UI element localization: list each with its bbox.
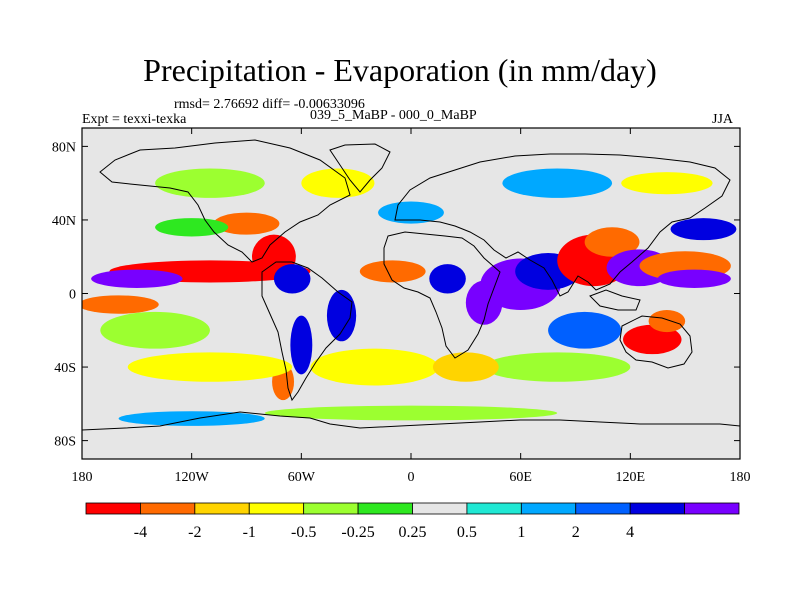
x-tick-label-6: 180 [730, 470, 751, 485]
x-tick-label-3: 0 [408, 470, 415, 485]
anomaly-region-5 [290, 315, 313, 375]
anomaly-region-6 [326, 289, 357, 342]
colorbar-swatch-4 [303, 502, 359, 515]
x-tick-label-5: 120E [616, 470, 646, 485]
anomaly-region-8 [213, 212, 280, 235]
colorbar-swatch-2 [194, 502, 250, 515]
x-tick-label-2: 60W [288, 470, 316, 485]
anomaly-region-14 [359, 260, 426, 283]
anomaly-region-29 [432, 352, 499, 382]
colorbar-label-3: -0.5 [291, 524, 316, 541]
colorbar-label-4: -0.25 [341, 524, 374, 541]
coastline-layer [82, 139, 740, 431]
coastline-greenland [329, 143, 391, 193]
anomaly-region-28 [484, 352, 631, 382]
anomaly-region-23 [657, 269, 731, 288]
colorbar-swatch-6 [412, 502, 468, 515]
y-tick-label-3: 40S [54, 361, 76, 376]
anomaly-region-34 [264, 405, 558, 421]
y-tick-label-4: 80S [54, 435, 76, 450]
y-tick-label-2: 0 [69, 288, 76, 303]
x-tick-label-4: 60E [509, 470, 532, 485]
colorbar-label-0: -4 [134, 524, 147, 541]
anomaly-region-35 [118, 411, 265, 426]
colorbar-label-7: 1 [517, 524, 525, 541]
colorbar-swatch-10 [629, 502, 685, 515]
anomaly-region-1 [91, 269, 183, 288]
experiment-label: Expt = texxi-texka [82, 112, 187, 127]
experiment-subtitle: 039_5_MaBP - 000_0_MaBP [310, 108, 477, 123]
field-layer [82, 128, 740, 459]
colorbar-label-6: 0.5 [457, 524, 477, 541]
anomaly-region-15 [429, 264, 466, 294]
colorbar-swatch-7 [466, 502, 522, 515]
coastline-south-america [261, 261, 353, 402]
y-tick-label-1: 40N [52, 214, 76, 229]
anomaly-region-12 [310, 348, 439, 386]
colorbar-swatch-0 [85, 502, 141, 515]
colorbar-swatch-8 [520, 502, 577, 515]
coastline-eurasia [394, 153, 731, 297]
colorbar-label-8: 2 [572, 524, 580, 541]
colorbar-label-2: -1 [243, 524, 256, 541]
colorbar-label-1: -2 [188, 524, 201, 541]
colorbar-label-5: 0.25 [399, 524, 427, 541]
coastline-north-america [99, 139, 351, 263]
coastline-antarctica [82, 411, 740, 431]
axis-ticks: 180 120W 60W 0 60E 120E 180 80N 40N 0 40S 80S [52, 128, 751, 485]
colorbar-swatch-9 [575, 502, 631, 515]
anomaly-region-24 [670, 218, 737, 241]
anomaly-region-9 [155, 218, 229, 237]
anomaly-region-33 [621, 172, 713, 195]
anomaly-region-4 [273, 264, 311, 294]
anomaly-region-2 [82, 295, 159, 314]
anomaly-region-10 [100, 311, 210, 349]
coastline-africa [383, 231, 501, 359]
anomaly-region-27 [548, 311, 622, 349]
x-tick-label-1: 120W [175, 470, 210, 485]
colorbar-swatch-1 [140, 502, 196, 515]
anomaly-region-32 [502, 168, 613, 198]
anomaly-region-31 [155, 168, 265, 198]
anomaly-region-30 [301, 168, 375, 198]
rmsd-diff-stats: rmsd= 2.76692 diff= -0.00633096 [174, 97, 365, 112]
anomaly-region-26 [648, 310, 686, 333]
chart-title: Precipitation - Evaporation (in mm/day) [143, 52, 657, 88]
season-label: JJA [712, 112, 734, 127]
colorbar-swatch-5 [357, 502, 413, 515]
colorbar-label-9: 4 [626, 524, 634, 541]
anomaly-region-20 [584, 227, 640, 257]
x-tick-label-0: 180 [72, 470, 93, 485]
anomaly-region-11 [127, 352, 293, 382]
colorbar: -4 -2 -1 -0.5 -0.25 0.25 0.5 1 2 4 [85, 502, 740, 541]
colorbar-swatch-3 [248, 502, 305, 515]
coastline-australia [619, 315, 693, 369]
coastline-indonesia [589, 289, 641, 311]
y-tick-label-0: 80N [52, 140, 76, 155]
colorbar-swatch-11 [684, 502, 740, 515]
anomaly-region-13 [378, 201, 444, 224]
